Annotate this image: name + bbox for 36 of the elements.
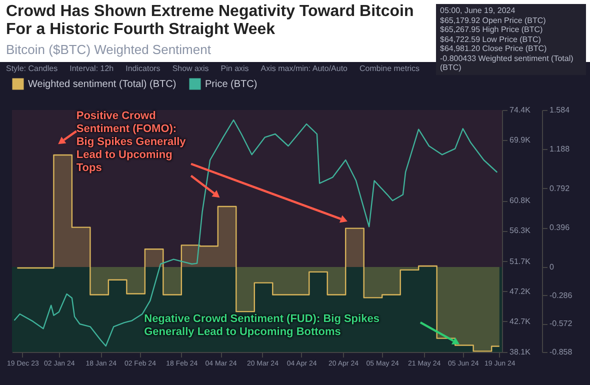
legend-label: Weighted sentiment (Total) (BTC) [28,79,176,90]
text: -0.800433 Weighted sentiment (Total) (BTC) [440,54,574,72]
y-tick-label: 42.7K [510,316,532,326]
text: Interval: 12h [70,63,114,75]
y-tick-label: 60.8K [510,196,532,206]
text: $64,981.20 Close Price (BTC) [440,44,548,54]
text: $65,179.92 Open Price (BTC) [440,16,547,25]
text: Indicators [126,63,160,75]
chart-subtitle: Bitcoin ($BTC) Weighted Sentiment [6,42,211,57]
y2-tick-label: 1.188 [550,144,570,154]
y-tick-label: 69.9K [510,136,532,144]
text: Pin axis [220,63,249,75]
y2-tick-label: 0.396 [550,223,570,232]
y2-tick-label: -0.572 [550,319,573,328]
text: $64,722.59 Low Price (BTC) [440,34,542,44]
y-tick-label: 51.7K [510,256,532,266]
text: Style: Candles [6,63,58,75]
text: Combine metrics [360,63,420,75]
y2-tick-label: 0.792 [550,184,570,193]
chart-title: Crowd Has Shown Extreme Negativity Toward Bitcoin For a Historic Fourth Straight Week [6,3,415,39]
y2-tick-label: 0 [550,262,554,272]
text: $65,267.95 High Price (BTC) [440,25,544,34]
y2-tick-label: -0.858 [550,348,573,356]
line-series [14,119,498,347]
y2-tick-label: -0.286 [550,290,573,300]
annotation: Negative Crowd Sentiment (FUD): Big Spikes Generally Lead to Upcoming Bottoms [144,312,380,339]
y2-tick-label: 1.584 [550,106,570,114]
y-tick-label: 47.2K [510,286,532,296]
y-tick-label: 56.3K [510,226,532,236]
y-tick-label: 38.1K [510,348,532,356]
text: Axis max/min: Auto/Auto [260,63,348,75]
annotation: Positive Crowd Sentiment (FOMO): Big Spikes Generally Lead to Upcoming Tops [76,110,187,176]
text: 05:00, June 19, 2024 [440,6,516,16]
text: Show axis [172,63,209,75]
y-tick-label: 74.4K [510,106,532,114]
legend-label: Price (BTC) [205,79,258,90]
